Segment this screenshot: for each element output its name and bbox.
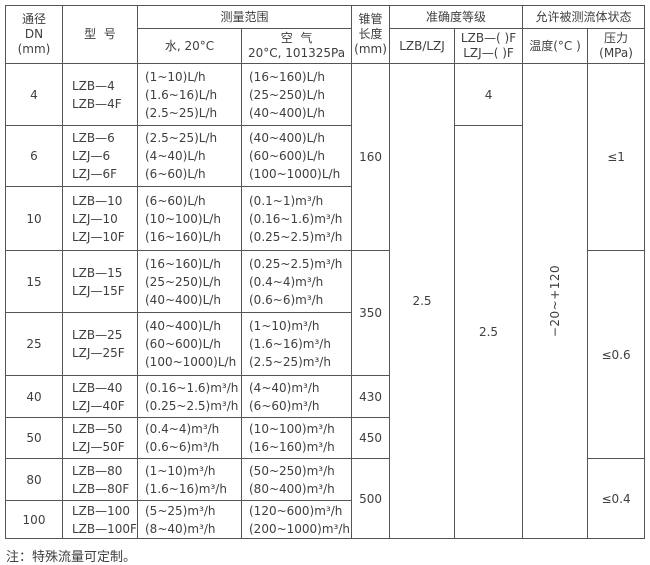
table-row: 40 LZB—40 LZJ—40F (0.16~1.6)m³/h (0.25~2… xyxy=(5,375,645,418)
header-row-2: 水, 20°C 空 气 20°C, 101325Pa LZB/LZJ LZB—(… xyxy=(6,28,646,64)
cell-models: LZB—40 LZJ—40F xyxy=(62,375,138,418)
cell-dn: 50 xyxy=(5,417,63,459)
cell-air-range: (120~600)m³/h (200~1000)m³/h xyxy=(240,500,353,539)
header-dn: 通径 DN (mm) xyxy=(5,5,63,64)
cell-models: LZB—25 LZJ—25F xyxy=(62,312,138,376)
cell-pressure: ≤0.4 xyxy=(587,458,646,539)
table-row: 6 LZB—6 LZJ—6 LZJ—6F (2.5~25)L/h (4~40)L… xyxy=(5,125,645,539)
header-model: 型 号 xyxy=(62,5,138,64)
cell-cone-length: 350 xyxy=(351,250,391,376)
cell-cone-length: 160 xyxy=(351,63,391,251)
flowmeter-spec-table: 通径 DN (mm) 型 号 测量范围 锥管 长度 (mm) 准确度等级 允许被… xyxy=(5,5,646,539)
table-row: 15 LZB—15 LZJ—15F (16~160)L/h (25~250)L/… xyxy=(5,250,646,459)
cell-dn: 100 xyxy=(5,500,63,539)
cell-dn: 4 xyxy=(5,63,63,126)
cell-accuracy-f: 2.5 xyxy=(454,125,524,539)
cell-dn: 10 xyxy=(5,186,63,251)
cell-air-range: (4~40)m³/h (6~60)m³/h xyxy=(240,375,353,418)
header-fluid-state: 允许被测流体状态 xyxy=(522,5,646,29)
header-row-1: 通径 DN (mm) 型 号 测量范围 锥管 长度 (mm) 准确度等级 允许被… xyxy=(5,5,646,64)
cell-cone-length: 500 xyxy=(351,458,391,539)
table-row: 100 LZB—100 LZB—100F (5~25)m³/h (8~40)m³… xyxy=(5,500,645,539)
table-row: 10 LZB—10 LZJ—10 LZJ—10F (6~60)L/h (10~1… xyxy=(5,186,645,251)
cell-temperature: −20~+120 xyxy=(522,63,589,539)
cell-models: LZB—10 LZJ—10 LZJ—10F xyxy=(62,186,138,251)
cell-water-range: (0.4~4)m³/h (0.6~6)m³/h xyxy=(137,417,242,459)
cell-models: LZB—15 LZJ—15F xyxy=(62,250,138,313)
cell-air-range: (10~100)m³/h (16~160)m³/h xyxy=(240,417,353,459)
cell-air-range: (1~10)m³/h (1.6~16)m³/h (2.5~25)m³/h xyxy=(240,312,353,376)
header-cone-length: 锥管 长度 (mm) xyxy=(351,5,391,64)
cell-dn: 15 xyxy=(5,250,63,313)
cell-pressure: ≤1 xyxy=(587,63,646,251)
header-temperature: 温度(°C ) xyxy=(522,28,589,64)
header-water: 水, 20°C xyxy=(137,28,242,64)
spec-table-container: 通径 DN (mm) 型 号 测量范围 锥管 长度 (mm) 准确度等级 允许被… xyxy=(5,5,646,539)
header-accuracy: 准确度等级 xyxy=(389,5,524,29)
header-lzbf: LZB—( )F LZJ—( )F xyxy=(454,28,524,64)
cell-water-range: (40~400)L/h (60~600)L/h (100~1000)L/h xyxy=(137,312,242,376)
cell-water-range: (2.5~25)L/h (4~40)L/h (6~60)L/h xyxy=(137,125,242,187)
cell-dn: 6 xyxy=(5,125,63,187)
cell-water-range: (5~25)m³/h (8~40)m³/h xyxy=(137,500,242,539)
cell-models: LZB—80 LZB—80F xyxy=(62,458,138,501)
cell-models: LZB—6 LZJ—6 LZJ—6F xyxy=(62,125,138,187)
cell-cone-length: 450 xyxy=(351,417,391,459)
cell-accuracy-lzb: 2.5 xyxy=(389,63,456,539)
cell-air-range: (50~250)m³/h (80~400)m³/h xyxy=(240,458,353,501)
cell-air-range: (0.25~2.5)m³/h (0.4~4)m³/h (0.6~6)m³/h xyxy=(240,250,353,313)
cell-models: LZB—100 LZB—100F xyxy=(62,500,138,539)
cell-water-range: (16~160)L/h (25~250)L/h (40~400)L/h xyxy=(137,250,242,313)
cell-air-range: (40~400)L/h (60~600)L/h (100~1000)L/h xyxy=(240,125,353,187)
cell-models: LZB—50 LZJ—50F xyxy=(62,417,138,459)
cell-accuracy-f: 4 xyxy=(454,63,524,126)
header-pressure: 压力 (MPa) xyxy=(587,28,646,64)
cell-dn: 40 xyxy=(5,375,63,418)
cell-dn: 25 xyxy=(5,312,63,376)
cell-models: LZB—4 LZB—4F xyxy=(62,63,138,126)
cell-cone-length: 430 xyxy=(351,375,391,418)
footnote: 注：特殊流量可定制。 xyxy=(6,550,137,565)
header-lzb: LZB/LZJ xyxy=(389,28,456,64)
table-row: 4 LZB—4 LZB—4F (1~10)L/h (1.6~16)L/h (2.… xyxy=(5,63,646,539)
cell-water-range: (6~60)L/h (10~100)L/h (16~160)L/h xyxy=(137,186,242,251)
header-range: 测量范围 xyxy=(136,5,353,29)
cell-air-range: (16~160)L/h (25~250)L/h (40~400)L/h xyxy=(240,63,353,126)
cell-dn: 80 xyxy=(5,458,63,501)
cell-air-range: (0.1~1)m³/h (0.16~1.6)m³/h (0.25~2.5)m³/… xyxy=(240,186,353,251)
cell-water-range: (1~10)m³/h (1.6~16)m³/h xyxy=(137,458,242,501)
table-row: 25 LZB—25 LZJ—25F (40~400)L/h (60~600)L/… xyxy=(5,312,645,376)
cell-pressure: ≤0.6 xyxy=(587,250,646,459)
cell-water-range: (1~10)L/h (1.6~16)L/h (2.5~25)L/h xyxy=(137,63,242,126)
cell-water-range: (0.16~1.6)m³/h (0.25~2.5)m³/h xyxy=(137,375,242,418)
header-air: 空 气 20°C, 101325Pa xyxy=(240,28,353,64)
temperature-range-vertical: −20~+120 xyxy=(548,264,563,338)
